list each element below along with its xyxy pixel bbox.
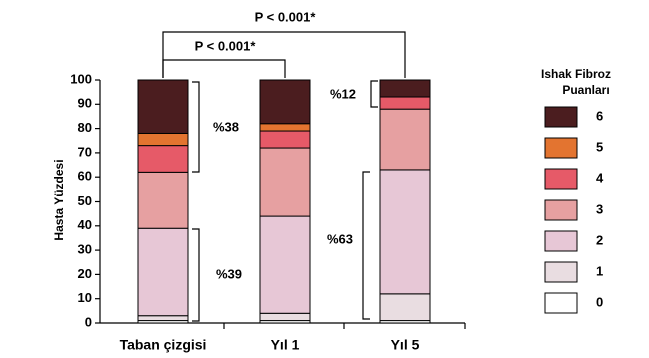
bar-segment [379,293,431,322]
legend-title: Ishak Fibroz [541,67,611,81]
bar-segment [259,147,311,217]
range-bracket [192,228,200,322]
bracket [162,31,406,78]
annotation: P < 0.001* [195,38,257,53]
annotation: %63 [327,231,353,246]
range-bracket [370,80,378,108]
bar-segment [137,227,189,317]
legend-label: 4 [596,170,604,185]
bar-segment [259,79,311,125]
y-tick-label: 30 [78,242,92,257]
range-bracket [362,171,370,320]
bar-segment [379,169,431,295]
legend-title: Puanları [562,83,609,97]
x-tick-label: Taban çizgisi [120,337,207,353]
bar-segment [259,123,311,132]
legend-swatch [544,292,578,314]
bar-segment [259,215,311,314]
bar-segment [137,79,189,134]
bracket [162,59,286,78]
y-tick-label: 50 [78,193,92,208]
bar-segment [379,79,431,98]
bar-segment [379,96,431,110]
y-tick-label: 90 [78,96,92,111]
y-axis-label: Hasta Yüzdesi [52,159,66,240]
x-tick-label: Yıl 5 [391,337,420,353]
y-tick-label: 20 [78,266,92,281]
bar-segment [259,130,311,149]
x-tick-label: Yıl 1 [271,337,300,353]
legend-swatch [544,168,578,190]
y-tick-label: 100 [70,71,92,86]
annotation: %12 [330,86,356,101]
legend-swatch [544,199,578,221]
bar-segment [379,108,431,171]
legend-label: 6 [596,108,603,123]
annotation: %39 [216,266,242,281]
y-tick-label: 0 [85,314,92,329]
legend-swatch [544,261,578,283]
y-tick-label: 70 [78,144,92,159]
legend-label: 5 [596,139,603,154]
y-tick-label: 80 [78,120,92,135]
annotation: P < 0.001* [255,9,317,24]
bar-segment [259,312,311,322]
bar-segment [137,171,189,229]
legend-swatch [544,106,578,128]
legend-label: 3 [596,201,603,216]
y-tick-label: 40 [78,217,92,232]
legend-label: 0 [596,294,603,309]
legend-swatch [544,230,578,252]
legend-label: 2 [596,232,603,247]
bar-segment [137,315,189,322]
annotation: %38 [213,119,239,134]
bar-segment [137,145,189,173]
bar-segment [137,132,189,147]
range-bracket [192,81,200,173]
y-tick-label: 60 [78,169,92,184]
y-tick-label: 10 [78,290,92,305]
legend-swatch [544,137,578,159]
legend-label: 1 [596,263,603,278]
